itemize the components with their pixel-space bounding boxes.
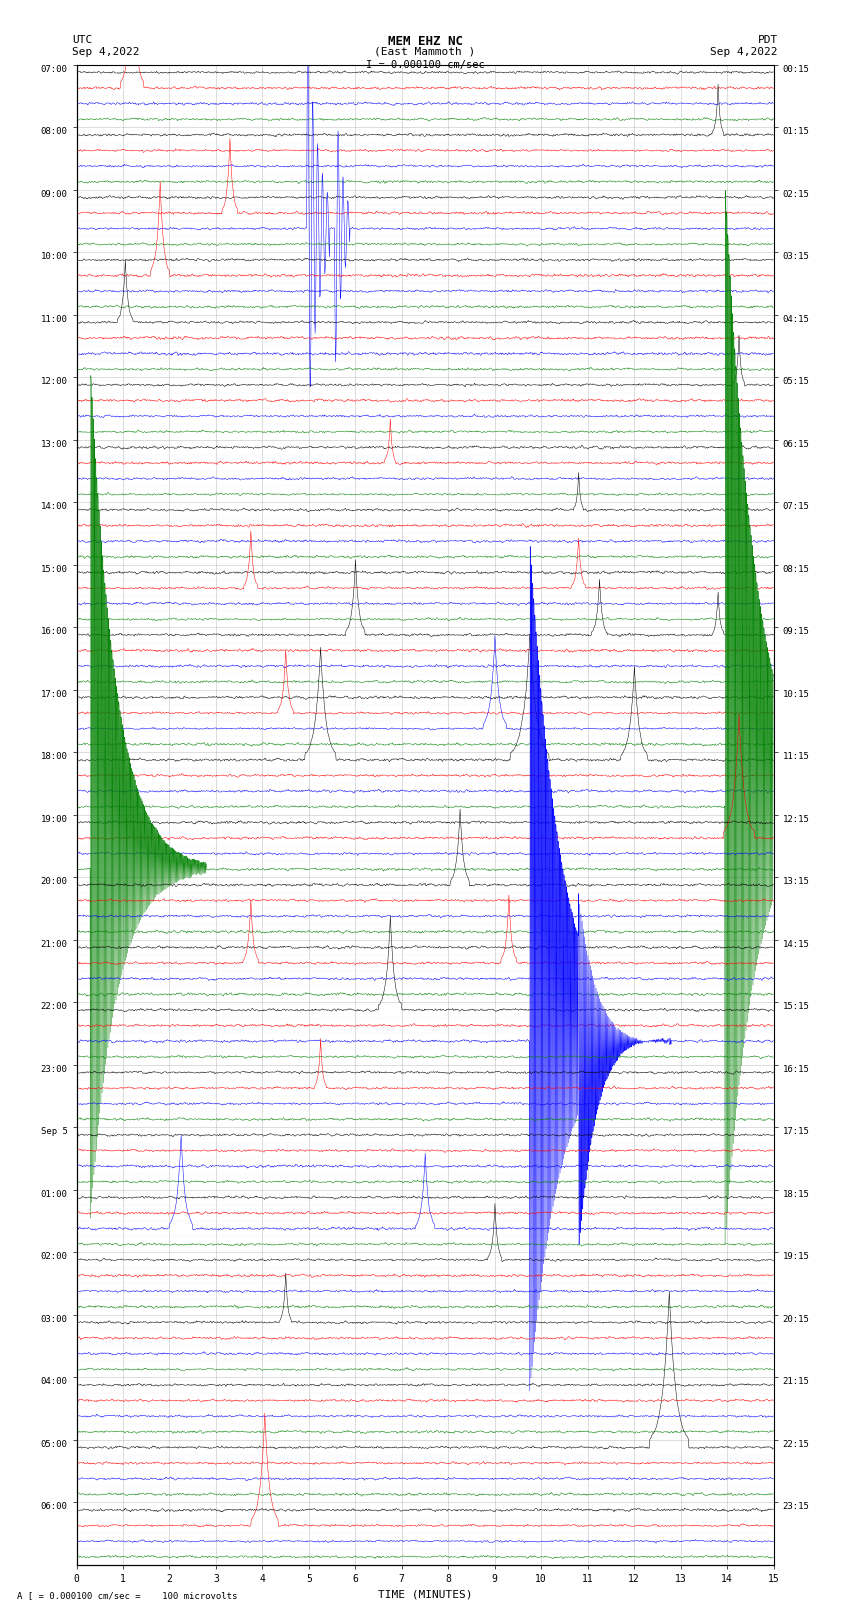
X-axis label: TIME (MINUTES): TIME (MINUTES) — [377, 1589, 473, 1598]
Text: MEM EHZ NC: MEM EHZ NC — [388, 35, 462, 48]
Text: A [ = 0.000100 cm/sec =    100 microvolts: A [ = 0.000100 cm/sec = 100 microvolts — [17, 1590, 237, 1600]
Text: Sep 4,2022: Sep 4,2022 — [72, 47, 139, 56]
Text: I = 0.000100 cm/sec: I = 0.000100 cm/sec — [366, 60, 484, 69]
Text: UTC: UTC — [72, 35, 93, 45]
Text: Sep 4,2022: Sep 4,2022 — [711, 47, 778, 56]
Text: (East Mammoth ): (East Mammoth ) — [374, 47, 476, 56]
Text: PDT: PDT — [757, 35, 778, 45]
